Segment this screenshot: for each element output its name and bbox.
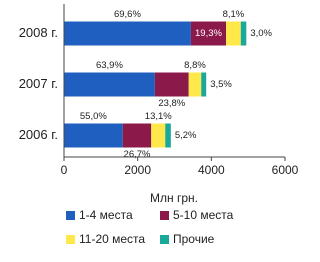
x-tick-label: 6000 (272, 163, 299, 177)
legend-label: Прочие (173, 232, 215, 246)
bar-segment (188, 72, 202, 97)
y-tick-label: 2006 г. (19, 127, 58, 142)
share-label: 3,0% (250, 28, 272, 39)
legend-swatch (160, 235, 169, 244)
legend-label: 1-4 места (79, 208, 133, 222)
legend-swatch (160, 211, 169, 220)
bar-segment (64, 72, 155, 97)
share-label: 5,2% (175, 130, 197, 141)
x-tick-label: 4000 (198, 163, 225, 177)
share-label: 19,3% (195, 28, 222, 39)
share-label: 13,1% (145, 111, 172, 122)
legend-swatch (66, 211, 75, 220)
share-label: 3,5% (210, 79, 232, 90)
share-label: 8,8% (184, 60, 206, 71)
bar-segment (154, 72, 189, 97)
y-tick-label: 2007 г. (19, 76, 58, 91)
legend-label: 11-20 места (79, 232, 145, 246)
share-label: 55,0% (80, 111, 107, 122)
y-tick-label: 2008 г. (19, 25, 58, 40)
bar-segment (201, 72, 207, 97)
x-axis-title: Млн грн. (150, 191, 198, 205)
bar-segment (240, 21, 247, 46)
x-tick-label: 0 (61, 163, 68, 177)
bar-segment (165, 123, 171, 148)
share-label: 69,6% (114, 9, 141, 20)
bar-segment (151, 123, 166, 148)
bar-segment (122, 123, 152, 148)
bar-segment (190, 21, 227, 46)
bar-segment (226, 21, 241, 46)
share-label: 63,9% (96, 60, 123, 71)
x-tick-label: 2000 (124, 163, 151, 177)
share-label: 26,7% (124, 149, 151, 160)
bar-segment (64, 123, 123, 148)
share-label: 8,1% (223, 9, 245, 20)
legend-label: 5-10 места (173, 208, 234, 222)
bar-segment (64, 21, 191, 46)
legend-swatch (66, 235, 75, 244)
share-label: 23,8% (158, 98, 185, 109)
